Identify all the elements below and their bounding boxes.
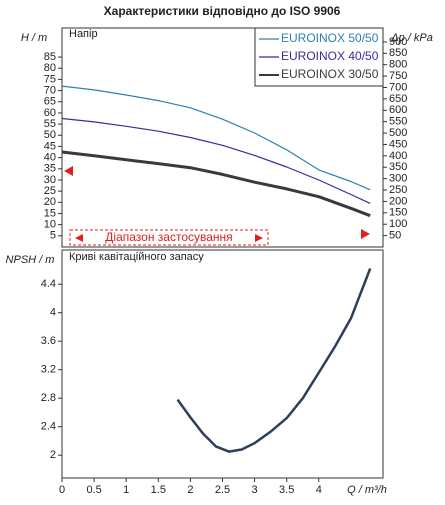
panel-label: Напір xyxy=(69,28,98,40)
y-tick-label: 25 xyxy=(44,185,56,197)
y2-tick-label: 500 xyxy=(389,127,407,139)
range-marker xyxy=(361,229,370,239)
y-tick-label: 45 xyxy=(44,140,56,152)
chart-title: Характеристики відповідно до ISO 9906 xyxy=(104,4,341,18)
range-box xyxy=(69,229,269,246)
y-tick-label: 50 xyxy=(44,129,56,141)
y-tick-label: 5 xyxy=(50,230,56,242)
y2-tick-label: 900 xyxy=(389,36,407,48)
legend-label: EUROINOX 50/50 xyxy=(281,31,379,45)
y-tick-label: 20 xyxy=(44,196,56,208)
y-tick-label: 55 xyxy=(44,118,56,130)
y-tick-label: 15 xyxy=(44,207,56,219)
range-arrow xyxy=(75,234,83,242)
y-tick-label: 60 xyxy=(44,107,56,119)
panel-label: Криві кавітаційного запасу xyxy=(69,251,204,263)
y-tick-label: 40 xyxy=(44,152,56,164)
series-line xyxy=(61,117,371,204)
x-axis-label: Q / m³/h xyxy=(347,484,387,496)
y2-tick-label: 300 xyxy=(389,173,407,185)
x-tick-label: 2.5 xyxy=(215,484,230,496)
y-tick-label: 3.2 xyxy=(41,364,56,376)
y2-tick-label: 550 xyxy=(389,116,407,128)
y2-tick-label: 250 xyxy=(389,184,407,196)
x-tick-label: 3.5 xyxy=(279,484,294,496)
y-tick-label: 4.4 xyxy=(41,278,56,290)
series-line xyxy=(61,150,371,218)
x-tick-label: 3 xyxy=(252,484,258,496)
x-tick-label: 2 xyxy=(187,484,193,496)
y-tick-label: 30 xyxy=(44,174,56,186)
series-line xyxy=(176,268,372,453)
y2-tick-label: 200 xyxy=(389,195,407,207)
y2-tick-label: 450 xyxy=(389,138,407,150)
y2-tick-label: 100 xyxy=(389,218,407,230)
x-tick-label: 1.5 xyxy=(151,484,166,496)
range-marker xyxy=(64,166,73,176)
plot-frame xyxy=(61,27,384,248)
y2-tick-label: 350 xyxy=(389,161,407,173)
y2-tick-label: 700 xyxy=(389,81,407,93)
y-tick-label: 3.6 xyxy=(41,335,56,347)
x-tick-label: 0.5 xyxy=(86,484,101,496)
y-axis-label: H / m xyxy=(21,32,47,44)
y2-tick-label: 50 xyxy=(389,230,401,242)
y2-tick-label: 400 xyxy=(389,150,407,162)
plot-frame xyxy=(61,249,384,479)
x-tick-label: 4 xyxy=(316,484,322,496)
range-label: Діапазон застосування xyxy=(105,230,232,244)
legend-label: EUROINOX 40/50 xyxy=(281,49,379,63)
series-line xyxy=(61,85,371,191)
y-tick-label: 85 xyxy=(44,51,56,63)
legend-label: EUROINOX 30/50 xyxy=(281,67,379,81)
y2-axis-label: Δp / kPa xyxy=(390,32,433,44)
y2-tick-label: 750 xyxy=(389,70,407,82)
y-axis-label: NPSH / m xyxy=(6,254,55,266)
y-tick-label: 2.8 xyxy=(41,392,56,404)
y2-tick-label: 650 xyxy=(389,93,407,105)
y-tick-label: 65 xyxy=(44,96,56,108)
y-tick-label: 35 xyxy=(44,163,56,175)
y2-tick-label: 800 xyxy=(389,59,407,71)
x-tick-label: 1 xyxy=(123,484,129,496)
x-tick-label: 0 xyxy=(59,484,65,496)
y2-tick-label: 600 xyxy=(389,104,407,116)
range-arrow xyxy=(255,234,263,242)
y-tick-label: 80 xyxy=(44,62,56,74)
y-tick-label: 4 xyxy=(50,307,56,319)
y2-tick-label: 150 xyxy=(389,207,407,219)
y-tick-label: 75 xyxy=(44,73,56,85)
y-tick-label: 10 xyxy=(44,219,56,231)
y-tick-label: 70 xyxy=(44,84,56,96)
y-tick-label: 2.4 xyxy=(41,421,56,433)
y-tick-label: 2 xyxy=(50,449,56,461)
y2-tick-label: 850 xyxy=(389,47,407,59)
